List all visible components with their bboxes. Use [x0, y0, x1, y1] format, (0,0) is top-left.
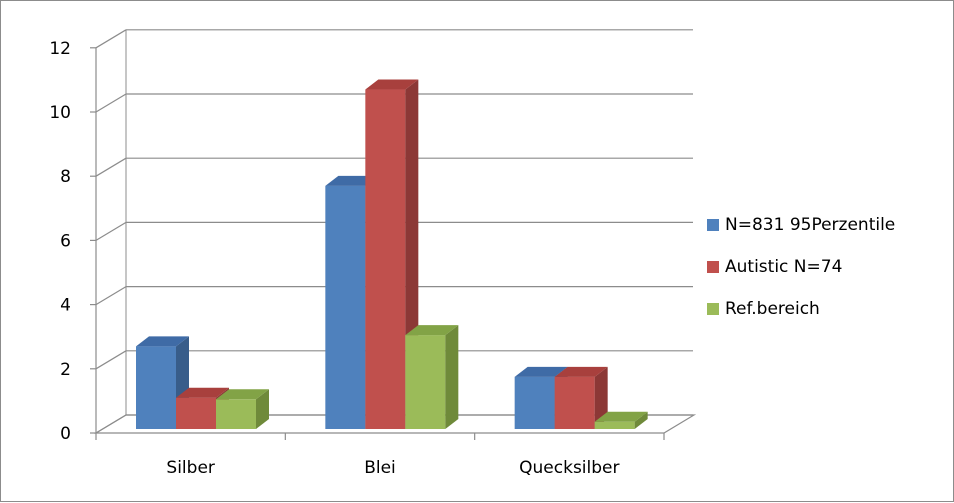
bar-front	[365, 89, 406, 429]
y-tick-label: 10	[49, 103, 71, 123]
bar-top	[216, 389, 269, 400]
y-tick-label: 2	[60, 360, 71, 380]
y-tick-label: 12	[49, 39, 71, 59]
y-tick-label: 0	[60, 424, 71, 444]
bar-top	[594, 411, 648, 422]
side-wall-line	[95, 221, 127, 241]
bar-front	[554, 376, 595, 429]
bar-top	[514, 366, 568, 377]
legend-item: N=831 95Perzentile	[707, 204, 895, 246]
legend-swatch-blue	[707, 219, 719, 231]
bar-side	[445, 325, 459, 429]
bar-top	[554, 366, 608, 377]
side-wall-line	[95, 350, 127, 370]
bar-side	[634, 411, 648, 429]
legend: N=831 95Perzentile Autistic N=74 Ref.ber…	[707, 204, 895, 330]
x-tick-label: Blei	[364, 458, 396, 478]
side-wall-line	[95, 93, 127, 113]
bar-top	[136, 336, 189, 347]
bar-front	[136, 346, 176, 429]
y-tick-label: 8	[60, 167, 71, 187]
legend-item: Autistic N=74	[707, 246, 895, 288]
legend-label: N=831 95Perzentile	[725, 215, 896, 235]
side-wall-line	[95, 157, 127, 177]
bar-side	[256, 389, 269, 429]
bar-side	[594, 366, 608, 429]
side-wall-line	[95, 286, 127, 306]
legend-label: Autistic N=74	[725, 257, 843, 277]
legend-label: Ref.bereich	[725, 299, 820, 319]
bar-front	[405, 335, 446, 429]
bar-front	[514, 376, 555, 429]
x-tick-label: Silber	[166, 458, 214, 478]
bar-top	[325, 175, 379, 186]
legend-swatch-green	[707, 303, 719, 315]
bar-top	[176, 387, 229, 398]
bar-front	[594, 421, 635, 429]
legend-swatch-red	[707, 261, 719, 273]
x-tick-label: Quecksilber	[519, 458, 619, 478]
bar-front	[176, 397, 216, 429]
bar-front	[325, 185, 366, 429]
bar-top	[405, 325, 459, 336]
y-tick-label: 4	[60, 296, 71, 316]
y-tick-label: 6	[60, 231, 71, 251]
side-wall-line	[95, 29, 127, 49]
legend-item: Ref.bereich	[707, 288, 895, 330]
bar-top	[365, 79, 419, 90]
bar-front	[216, 399, 256, 429]
